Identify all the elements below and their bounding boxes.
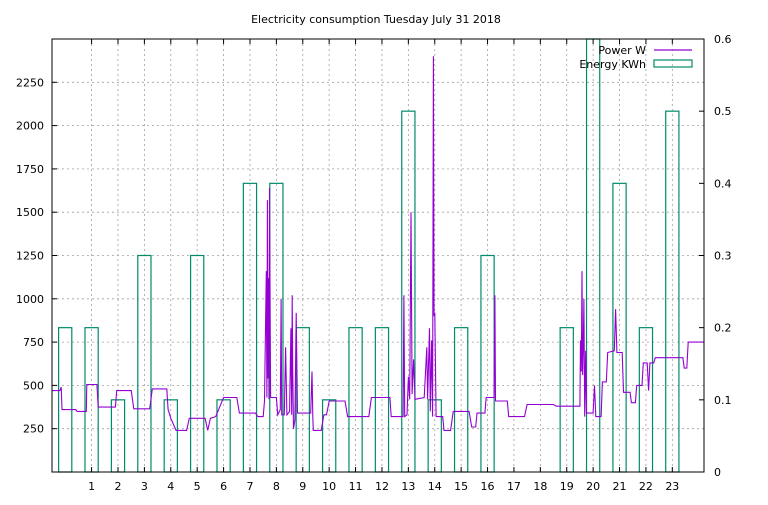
x-tick-label: 5 [194, 480, 201, 493]
y-tick-label: 750 [23, 336, 44, 349]
y-tick-label: 1750 [16, 163, 44, 176]
y2-tick-label: 0.1 [714, 394, 732, 407]
x-tick-label: 23 [665, 480, 679, 493]
x-tick-label: 14 [428, 480, 442, 493]
x-tick-label: 1 [88, 480, 95, 493]
axis-ticks: 1 2 3 4 5 6 7 8 9 10 11 12 13 14 15 16 17 18 19 20 21 22 23250… [16, 33, 732, 493]
x-tick-label: 15 [454, 480, 468, 493]
y2-tick-label: 0.6 [714, 33, 732, 46]
chart-title: Electricity consumption Tuesday July 31 … [251, 13, 501, 26]
y2-tick-label: 0.5 [714, 105, 732, 118]
y-tick-label: 1500 [16, 206, 44, 219]
legend: Power W Energy KWh [579, 44, 693, 71]
x-tick-label: 3 [141, 480, 148, 493]
x-tick-label: 8 [273, 480, 280, 493]
x-tick-label: 12 [375, 480, 389, 493]
y-tick-label: 1250 [16, 250, 44, 263]
power-line [52, 56, 704, 431]
power-series [52, 56, 704, 431]
x-tick-label: 2 [114, 480, 121, 493]
x-tick-label: 17 [507, 480, 521, 493]
legend-label-power: Power W [598, 44, 646, 57]
y-tick-label: 500 [23, 379, 44, 392]
energy-bar-7 [242, 182, 258, 473]
x-tick-label: 7 [246, 480, 253, 493]
x-tick-label: 20 [586, 480, 600, 493]
x-tick-label: 10 [322, 480, 336, 493]
y-tick-label: 2250 [16, 76, 44, 89]
legend-swatch-energy [653, 59, 693, 68]
x-tick-label: 11 [349, 480, 363, 493]
x-tick-label: 4 [167, 480, 174, 493]
y-tick-label: 1000 [16, 293, 44, 306]
x-tick-label: 6 [220, 480, 227, 493]
energy-bar-0 [57, 327, 73, 473]
y2-tick-label: 0 [714, 466, 721, 479]
x-tick-label: 22 [639, 480, 653, 493]
y2-tick-label: 0.4 [714, 177, 732, 190]
x-tick-label: 19 [560, 480, 574, 493]
y2-tick-label: 0.2 [714, 322, 732, 335]
x-tick-label: 18 [533, 480, 547, 493]
x-tick-label: 9 [299, 480, 306, 493]
y-tick-label: 2000 [16, 120, 44, 133]
y-tick-label: 250 [23, 423, 44, 436]
x-tick-label: 13 [401, 480, 415, 493]
x-tick-label: 21 [613, 480, 627, 493]
y2-tick-label: 0.3 [714, 250, 732, 263]
legend-label-energy: Energy KWh [579, 58, 646, 71]
x-tick-label: 16 [481, 480, 495, 493]
